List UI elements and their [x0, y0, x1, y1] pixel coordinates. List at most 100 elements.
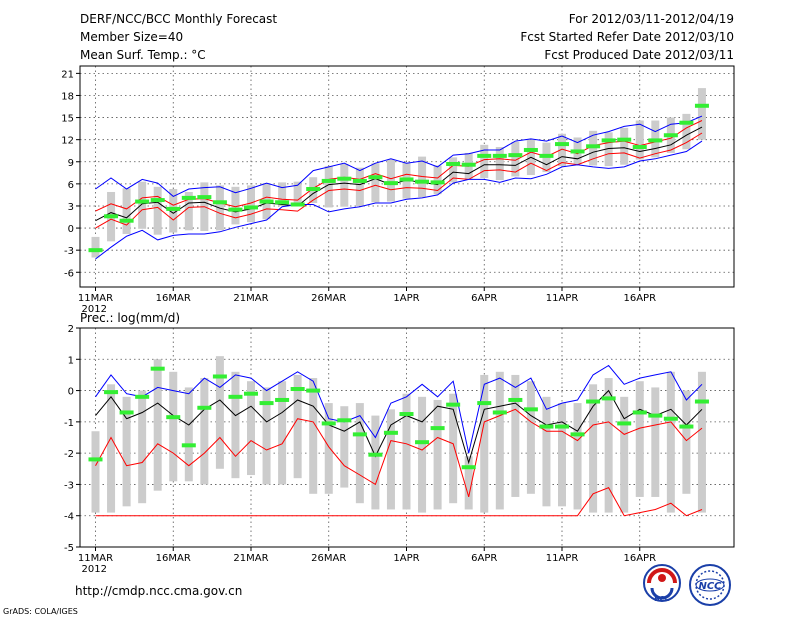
precip-observed-marker — [150, 366, 165, 371]
bcc-logo: BCC — [643, 564, 681, 603]
precip-xtick-label: 21MAR — [233, 553, 268, 564]
temp-ytick-label: 15 — [61, 114, 74, 125]
temp-observed-marker — [461, 162, 476, 167]
temp-xtick-label: 16APR — [623, 293, 656, 304]
temp-observed-marker — [570, 149, 585, 154]
temp-spread-box — [122, 188, 131, 234]
precip-spread-box — [247, 381, 255, 476]
temp-observed-marker — [446, 161, 461, 166]
temp-observed-marker — [632, 145, 647, 150]
temp-observed-marker — [259, 199, 274, 204]
temp-observed-marker — [679, 120, 694, 125]
precip-observed-marker — [570, 432, 585, 437]
precip-observed-marker — [244, 391, 258, 396]
temp-observed-marker — [244, 205, 258, 210]
temp-spread-box — [91, 236, 100, 258]
temp-spread-box — [480, 144, 489, 178]
temp-xtick-label: 11MAR — [78, 293, 113, 304]
temp-spread-box — [495, 147, 504, 181]
precip-observed-marker — [259, 401, 274, 406]
temp-observed-marker — [415, 179, 430, 184]
precip-observed-marker — [399, 412, 414, 417]
precip-ytick-label: -1 — [64, 418, 74, 429]
temp-spread-box — [293, 181, 302, 204]
temp-spread-box — [324, 166, 333, 208]
temperature-panel: -6 -3 0 3 6 9 12 15 18 21 11MAR 16MAR 21MAR 26MAR 1APR… — [61, 66, 734, 315]
precip-observed-marker — [119, 410, 134, 415]
precip-observed-marker — [337, 418, 352, 423]
precip-series-lower — [95, 408, 703, 498]
precip-observed-marker — [648, 413, 663, 418]
refer-date-label: Fcst Started Refer Date 2012/03/10 — [520, 30, 734, 44]
temp-observed-marker — [617, 137, 632, 142]
precip-spread-box — [511, 374, 520, 497]
precip-spread-box — [371, 415, 380, 510]
precip-observed-marker — [290, 387, 305, 392]
precip-xtick-label: 26MAR — [311, 553, 346, 564]
precip-observed-marker — [88, 457, 103, 462]
precip-spread-box — [682, 390, 691, 494]
temp-spread-box — [153, 186, 162, 235]
precip-ytick-label: -2 — [64, 449, 74, 460]
temp-spread-box — [604, 132, 613, 167]
temp-spread-box — [511, 141, 520, 177]
temp-spread-box — [247, 185, 255, 223]
temp-observed-marker — [430, 180, 445, 185]
precip-spread-box — [278, 381, 287, 485]
temp-ytick-label: 0 — [68, 224, 74, 235]
precip-spread-box — [262, 387, 271, 485]
precip-spread-box — [480, 374, 489, 513]
temp-xtick-label: 16MAR — [156, 293, 191, 304]
forecast-period-label: For 2012/03/11-2012/04/19 — [569, 12, 734, 26]
temp-observed-marker — [555, 142, 569, 147]
temp-spread-box — [278, 182, 287, 206]
temp-spread-box — [184, 191, 193, 231]
precip-variable-label: Prec.: log(mm/d) — [80, 311, 180, 325]
temp-xtick-label: 26MAR — [311, 293, 346, 304]
temp-ytick-label: 9 — [68, 158, 74, 169]
precip-spread-box — [293, 374, 302, 479]
temp-observed-marker — [135, 199, 150, 204]
temp-series-upper — [95, 115, 703, 197]
precip-spread-box — [573, 403, 582, 510]
precip-observed-marker — [539, 424, 554, 429]
temp-observed-marker — [586, 144, 601, 149]
temp-ytick-label: 12 — [61, 136, 74, 147]
temp-observed-marker — [663, 133, 678, 138]
precip-spread-box — [418, 396, 427, 513]
precip-spread-box — [324, 403, 333, 494]
precip-spread-box — [215, 356, 224, 469]
precip-ytick-label: 0 — [68, 387, 74, 398]
temp-observed-marker — [321, 178, 336, 183]
temp-observed-marker — [290, 202, 305, 207]
precip-spread-box — [231, 371, 240, 479]
precip-spread-box — [620, 396, 629, 513]
precip-spread-box — [495, 371, 504, 510]
temp-xtick-label: 1APR — [393, 293, 419, 304]
temp-xtick-label: 6APR — [471, 293, 497, 304]
precip-ytick-label: -5 — [64, 543, 74, 554]
precip-spread-box — [355, 403, 364, 504]
temp-spread-box — [138, 181, 147, 229]
precip-spread-box — [464, 456, 473, 510]
temp-observed-marker — [523, 147, 538, 152]
precip-observed-marker — [632, 410, 647, 415]
produced-date-label: Fcst Produced Date 2012/03/11 — [544, 48, 734, 62]
precip-observed-marker — [555, 424, 569, 429]
temp-ytick-label: 18 — [61, 91, 74, 102]
temp-observed-marker — [150, 198, 165, 203]
precip-spread-box — [184, 387, 193, 482]
precip-observed-marker — [383, 430, 398, 435]
source-url[interactable]: http://cmdp.ncc.cma.gov.cn — [75, 584, 242, 598]
precip-observed-marker — [508, 397, 523, 402]
temp-ytick-label: -6 — [64, 268, 74, 279]
precip-observed-marker — [461, 465, 476, 470]
temp-xtick-year: 2012 — [82, 304, 107, 315]
temp-observed-marker — [601, 138, 616, 143]
temp-observed-marker — [694, 103, 709, 108]
temp-observed-marker — [539, 153, 554, 158]
precip-spread-box — [91, 431, 100, 513]
precip-ytick-label: -4 — [64, 512, 74, 523]
temp-observed-marker — [368, 175, 383, 180]
